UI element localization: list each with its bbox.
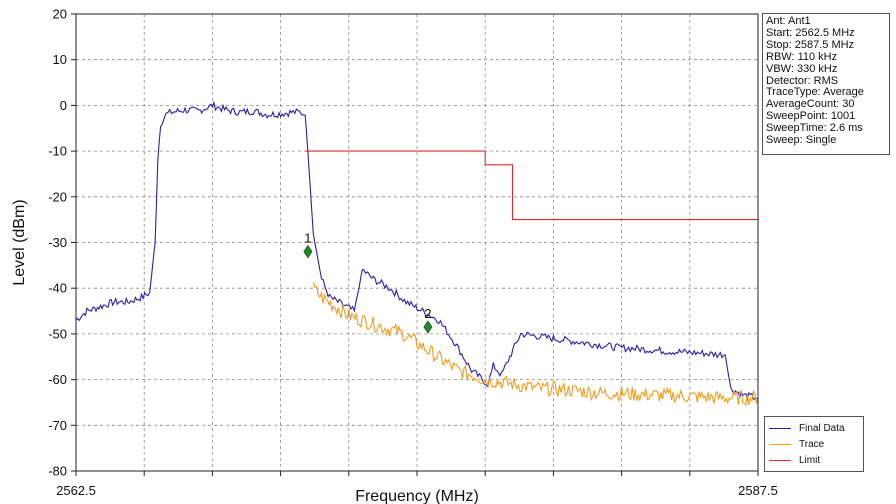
series-line-trace [312, 282, 759, 407]
y-axis-title: Level (dBm) [11, 199, 28, 285]
y-tick-label: 0 [60, 98, 67, 113]
info-line-sweeppoint: SweepPoint: 1001 [766, 111, 856, 123]
x-tick-label-start: 2562.5 [56, 483, 96, 498]
info-line-rbw: RBW: 110 kHz [766, 51, 838, 63]
marker-label: 2 [424, 306, 431, 321]
ticks-layer: 20 10 0 -10 -20 -30 -40 -50 -60 -70 -80 2562.5 2587.… [48, 7, 778, 499]
x-tick-label-end: 2587.5 [738, 483, 778, 498]
measurement-info-box: Ant: Ant1 Start: 2562.5 MHz Stop: 2587.5… [762, 13, 890, 155]
legend-item-limit: Limit [769, 452, 859, 468]
info-line-sweeptime: SweepTime: 2.6 ms [766, 123, 863, 135]
series-layer [75, 100, 759, 407]
info-line-tracetype: TraceType: Average [766, 87, 864, 99]
y-tick-label: -20 [48, 189, 67, 204]
info-line-averagecount: AverageCount: 30 [766, 99, 855, 111]
y-tick-label: -10 [48, 144, 67, 159]
series-line-final-data [75, 100, 759, 402]
grid-lines [76, 13, 758, 472]
marker-point [303, 244, 313, 259]
legend-swatch [769, 443, 791, 445]
info-line-vbw: VBW: 330 kHz [766, 63, 838, 75]
y-tick-label: -60 [48, 372, 67, 387]
info-line-detector: Detector: RMS [766, 75, 839, 87]
y-tick-label: 20 [53, 7, 67, 22]
legend-label: Limit [799, 454, 821, 466]
legend-label: Trace [799, 438, 825, 450]
legend-item-final-data: Final Data [769, 420, 859, 436]
marker-label: 1 [304, 231, 311, 246]
marker-point [423, 320, 433, 334]
legend-swatch [769, 459, 791, 461]
series-line-limit [305, 150, 758, 221]
info-line-start: Start: 2562.5 MHz [766, 27, 855, 39]
y-tick-label: -70 [48, 418, 67, 433]
legend: Final Data Trace Limit [764, 416, 864, 472]
legend-swatch [769, 427, 791, 429]
x-axis-title: Frequency (MHz) [355, 488, 479, 504]
y-tick-label: -40 [48, 281, 67, 296]
info-line-sweep: Sweep: Single [766, 135, 837, 147]
y-tick-label: -50 [48, 326, 67, 341]
y-tick-label: 10 [53, 52, 67, 67]
info-line-antenna: Ant: Ant1 [766, 16, 811, 27]
markers-layer: 12 [303, 231, 433, 334]
y-tick-label: -80 [48, 464, 67, 479]
legend-item-trace: Trace [769, 436, 859, 452]
legend-label: Final Data [799, 422, 845, 434]
y-tick-label: -30 [48, 235, 67, 250]
info-line-stop: Stop: 2587.5 MHz [766, 39, 855, 51]
